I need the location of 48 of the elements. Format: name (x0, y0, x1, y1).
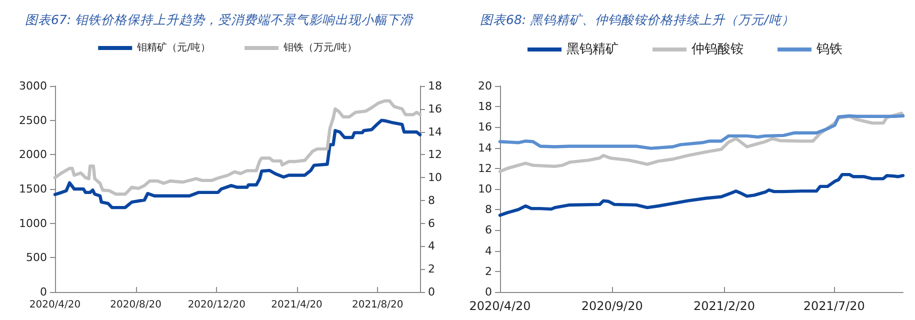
y-tick-label: 500 (26, 251, 47, 264)
line-series (53, 118, 422, 210)
y2-tick-label: 16 (428, 102, 442, 116)
legend-label: 钨铁 (816, 42, 842, 57)
y-tick-label: 0 (40, 286, 47, 298)
line-series (53, 99, 422, 196)
y-tick-label: 3000 (19, 80, 47, 92)
legend-label: 钼铁（万元/吨） (282, 42, 357, 54)
x-tick-label: 2021/4/20 (271, 300, 322, 310)
y2-tick-label: 8 (428, 194, 435, 207)
x-tick-label: 2021/7/20 (803, 299, 865, 313)
line-series (498, 114, 905, 150)
chart-title: 图表67: 钼铁价格保持上升趋势，受消费端不景气影响出现小幅下滑 (25, 12, 414, 27)
x-tick-label: 2020/4/20 (469, 299, 531, 313)
y2-tick-label: 4 (428, 240, 435, 253)
y2-tick-label: 0 (428, 286, 435, 298)
y-tick-label: 20 (478, 80, 492, 92)
y-tick-label: 12 (478, 162, 492, 175)
y-tick-label: 1500 (19, 182, 47, 196)
y-tick-label: 16 (478, 120, 492, 134)
y2-tick-label: 14 (428, 125, 442, 138)
y-tick-label: 1000 (19, 216, 47, 230)
x-tick-label: 2021/2/20 (693, 299, 755, 313)
y-tick-label: 18 (478, 100, 492, 114)
y-tick-label: 10 (478, 182, 492, 196)
y-tick-label: 14 (478, 141, 492, 154)
y2-tick-label: 2 (428, 262, 435, 276)
x-tick-label: 2020/12/20 (188, 300, 246, 310)
y-tick-label: 8 (485, 203, 492, 216)
y-tick-label: 0 (485, 286, 492, 298)
line-series (498, 172, 905, 217)
y-tick-label: 2 (485, 264, 492, 278)
y2-tick-label: 10 (428, 171, 442, 184)
x-tick-label: 2020/4/20 (29, 300, 81, 310)
y2-tick-label: 12 (428, 148, 442, 162)
x-tick-label: 2021/8/20 (352, 300, 404, 310)
x-tick-label: 2020/9/20 (581, 299, 643, 313)
x-tick-label: 2020/8/20 (110, 300, 162, 310)
y-tick-label: 6 (485, 224, 492, 237)
legend-label: 黑钨精矿 (566, 42, 618, 57)
y-tick-label: 2500 (19, 114, 47, 127)
legend-label: 仲钨酸铵 (692, 42, 744, 57)
y2-tick-label: 18 (428, 80, 442, 92)
y2-tick-label: 6 (428, 216, 435, 230)
y-tick-label: 4 (485, 244, 492, 258)
legend-label: 钼精矿（元/吨） (136, 42, 211, 54)
chart-title: 图表68: 黑钨精矿、仲钨酸铵价格持续上升（万元/吨） (480, 12, 794, 27)
y-tick-label: 2000 (19, 148, 47, 162)
